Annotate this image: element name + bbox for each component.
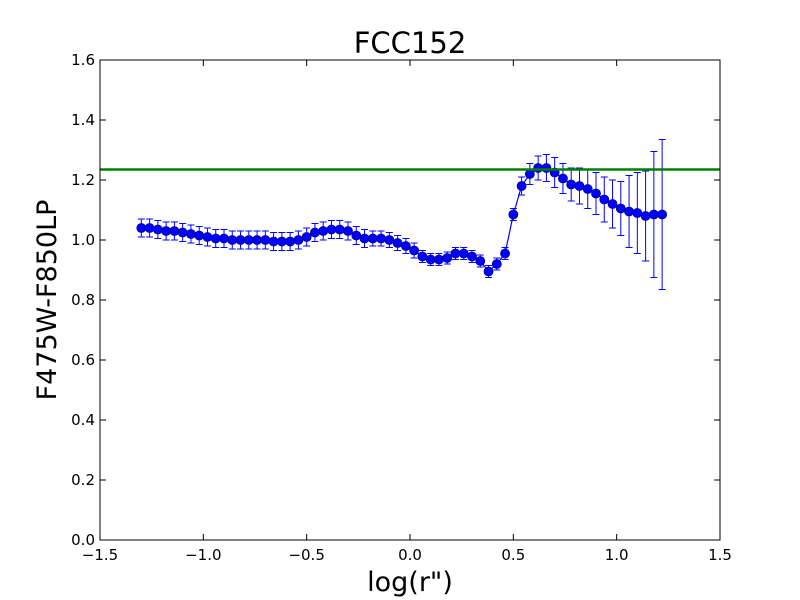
- data-point: [648, 209, 659, 220]
- data-point: [136, 223, 147, 233]
- x-tick-label: −0.5: [288, 546, 324, 564]
- plot-background: [100, 60, 720, 540]
- data-point: [367, 233, 378, 244]
- x-tick-label: −1.5: [82, 546, 118, 564]
- x-tick-label: −1.0: [185, 546, 221, 564]
- data-point: [376, 233, 386, 244]
- data-point: [351, 230, 362, 241]
- data-point: [235, 235, 246, 245]
- data-point: [524, 169, 535, 179]
- data-point: [334, 224, 345, 235]
- data-point: [227, 235, 238, 245]
- data-point: [384, 235, 395, 245]
- data-point: [359, 233, 370, 244]
- data-point: [343, 226, 353, 236]
- x-tick-label: 0.0: [398, 546, 422, 564]
- data-point: [194, 230, 205, 241]
- y-tick-label: 1.2: [71, 171, 95, 189]
- y-tick-label: 0.2: [71, 471, 95, 489]
- data-point: [186, 229, 196, 239]
- plot-frame: [99, 59, 721, 541]
- data-point: [591, 188, 601, 199]
- x-tick-label: 1.5: [708, 546, 732, 564]
- data-point: [566, 179, 577, 190]
- data-point: [607, 199, 618, 209]
- data-point: [657, 209, 668, 220]
- data-point: [458, 248, 469, 259]
- data-point: [243, 235, 254, 245]
- data-point: [442, 253, 453, 263]
- data-point: [252, 235, 262, 245]
- data-point: [632, 208, 643, 218]
- data-point: [500, 248, 510, 259]
- data-point: [210, 233, 221, 244]
- x-tick-label: 0.5: [501, 546, 525, 564]
- data-point: [483, 266, 494, 277]
- y-axis-label: F475W-F850LP: [32, 200, 63, 401]
- y-tick-label: 0.8: [71, 291, 95, 309]
- data-point: [318, 226, 329, 236]
- data-point: [161, 226, 172, 236]
- ticks: −1.5 −1.0 −0.5 0.0 0.5 1.0 1.5 0.0 0.2 0.4 0.6 0.8 1…: [71, 51, 732, 564]
- data-point: [434, 254, 444, 265]
- data-point: [541, 163, 552, 173]
- data-point: [293, 235, 304, 245]
- data-point: [310, 227, 320, 238]
- data-point: [450, 248, 461, 259]
- data-point: [582, 184, 593, 194]
- data-point: [409, 245, 420, 256]
- x-tick-label: 1.0: [605, 546, 629, 564]
- data-point: [260, 235, 271, 245]
- markers: [136, 163, 668, 277]
- data-point: [268, 236, 279, 247]
- y-tick-label: 1.0: [71, 231, 95, 249]
- chart-title: FCC152: [354, 26, 467, 60]
- data-point: [285, 236, 296, 247]
- data-point: [599, 194, 610, 205]
- x-axis-label: log(r"): [367, 567, 453, 598]
- y-tick-label: 1.6: [71, 51, 95, 69]
- data-point: [624, 206, 634, 217]
- data-point: [219, 233, 229, 244]
- y-tick-label: 0.6: [71, 351, 95, 369]
- data-point: [144, 223, 155, 233]
- data-point: [417, 251, 428, 262]
- data-point: [169, 226, 180, 236]
- y-tick-label: 0.0: [71, 531, 95, 549]
- data-point: [152, 224, 163, 235]
- data-point: [640, 211, 651, 221]
- data-point: [301, 232, 312, 242]
- data-point: [558, 173, 568, 184]
- data-point: [467, 251, 477, 262]
- y-tick-label: 1.4: [71, 111, 95, 129]
- data-point: [177, 227, 188, 238]
- data-point: [533, 163, 544, 173]
- data-point: [400, 241, 411, 251]
- data-point: [574, 181, 585, 191]
- data-point: [615, 203, 626, 214]
- data-point: [392, 238, 403, 248]
- data-point: [425, 254, 436, 265]
- data-point: [491, 259, 502, 269]
- data-point: [276, 236, 287, 247]
- data-point: [475, 256, 486, 266]
- data-point: [516, 181, 527, 191]
- data-point: [202, 232, 213, 242]
- y-tick-label: 0.4: [71, 411, 95, 429]
- data-point: [508, 209, 519, 220]
- data-point: [326, 224, 337, 235]
